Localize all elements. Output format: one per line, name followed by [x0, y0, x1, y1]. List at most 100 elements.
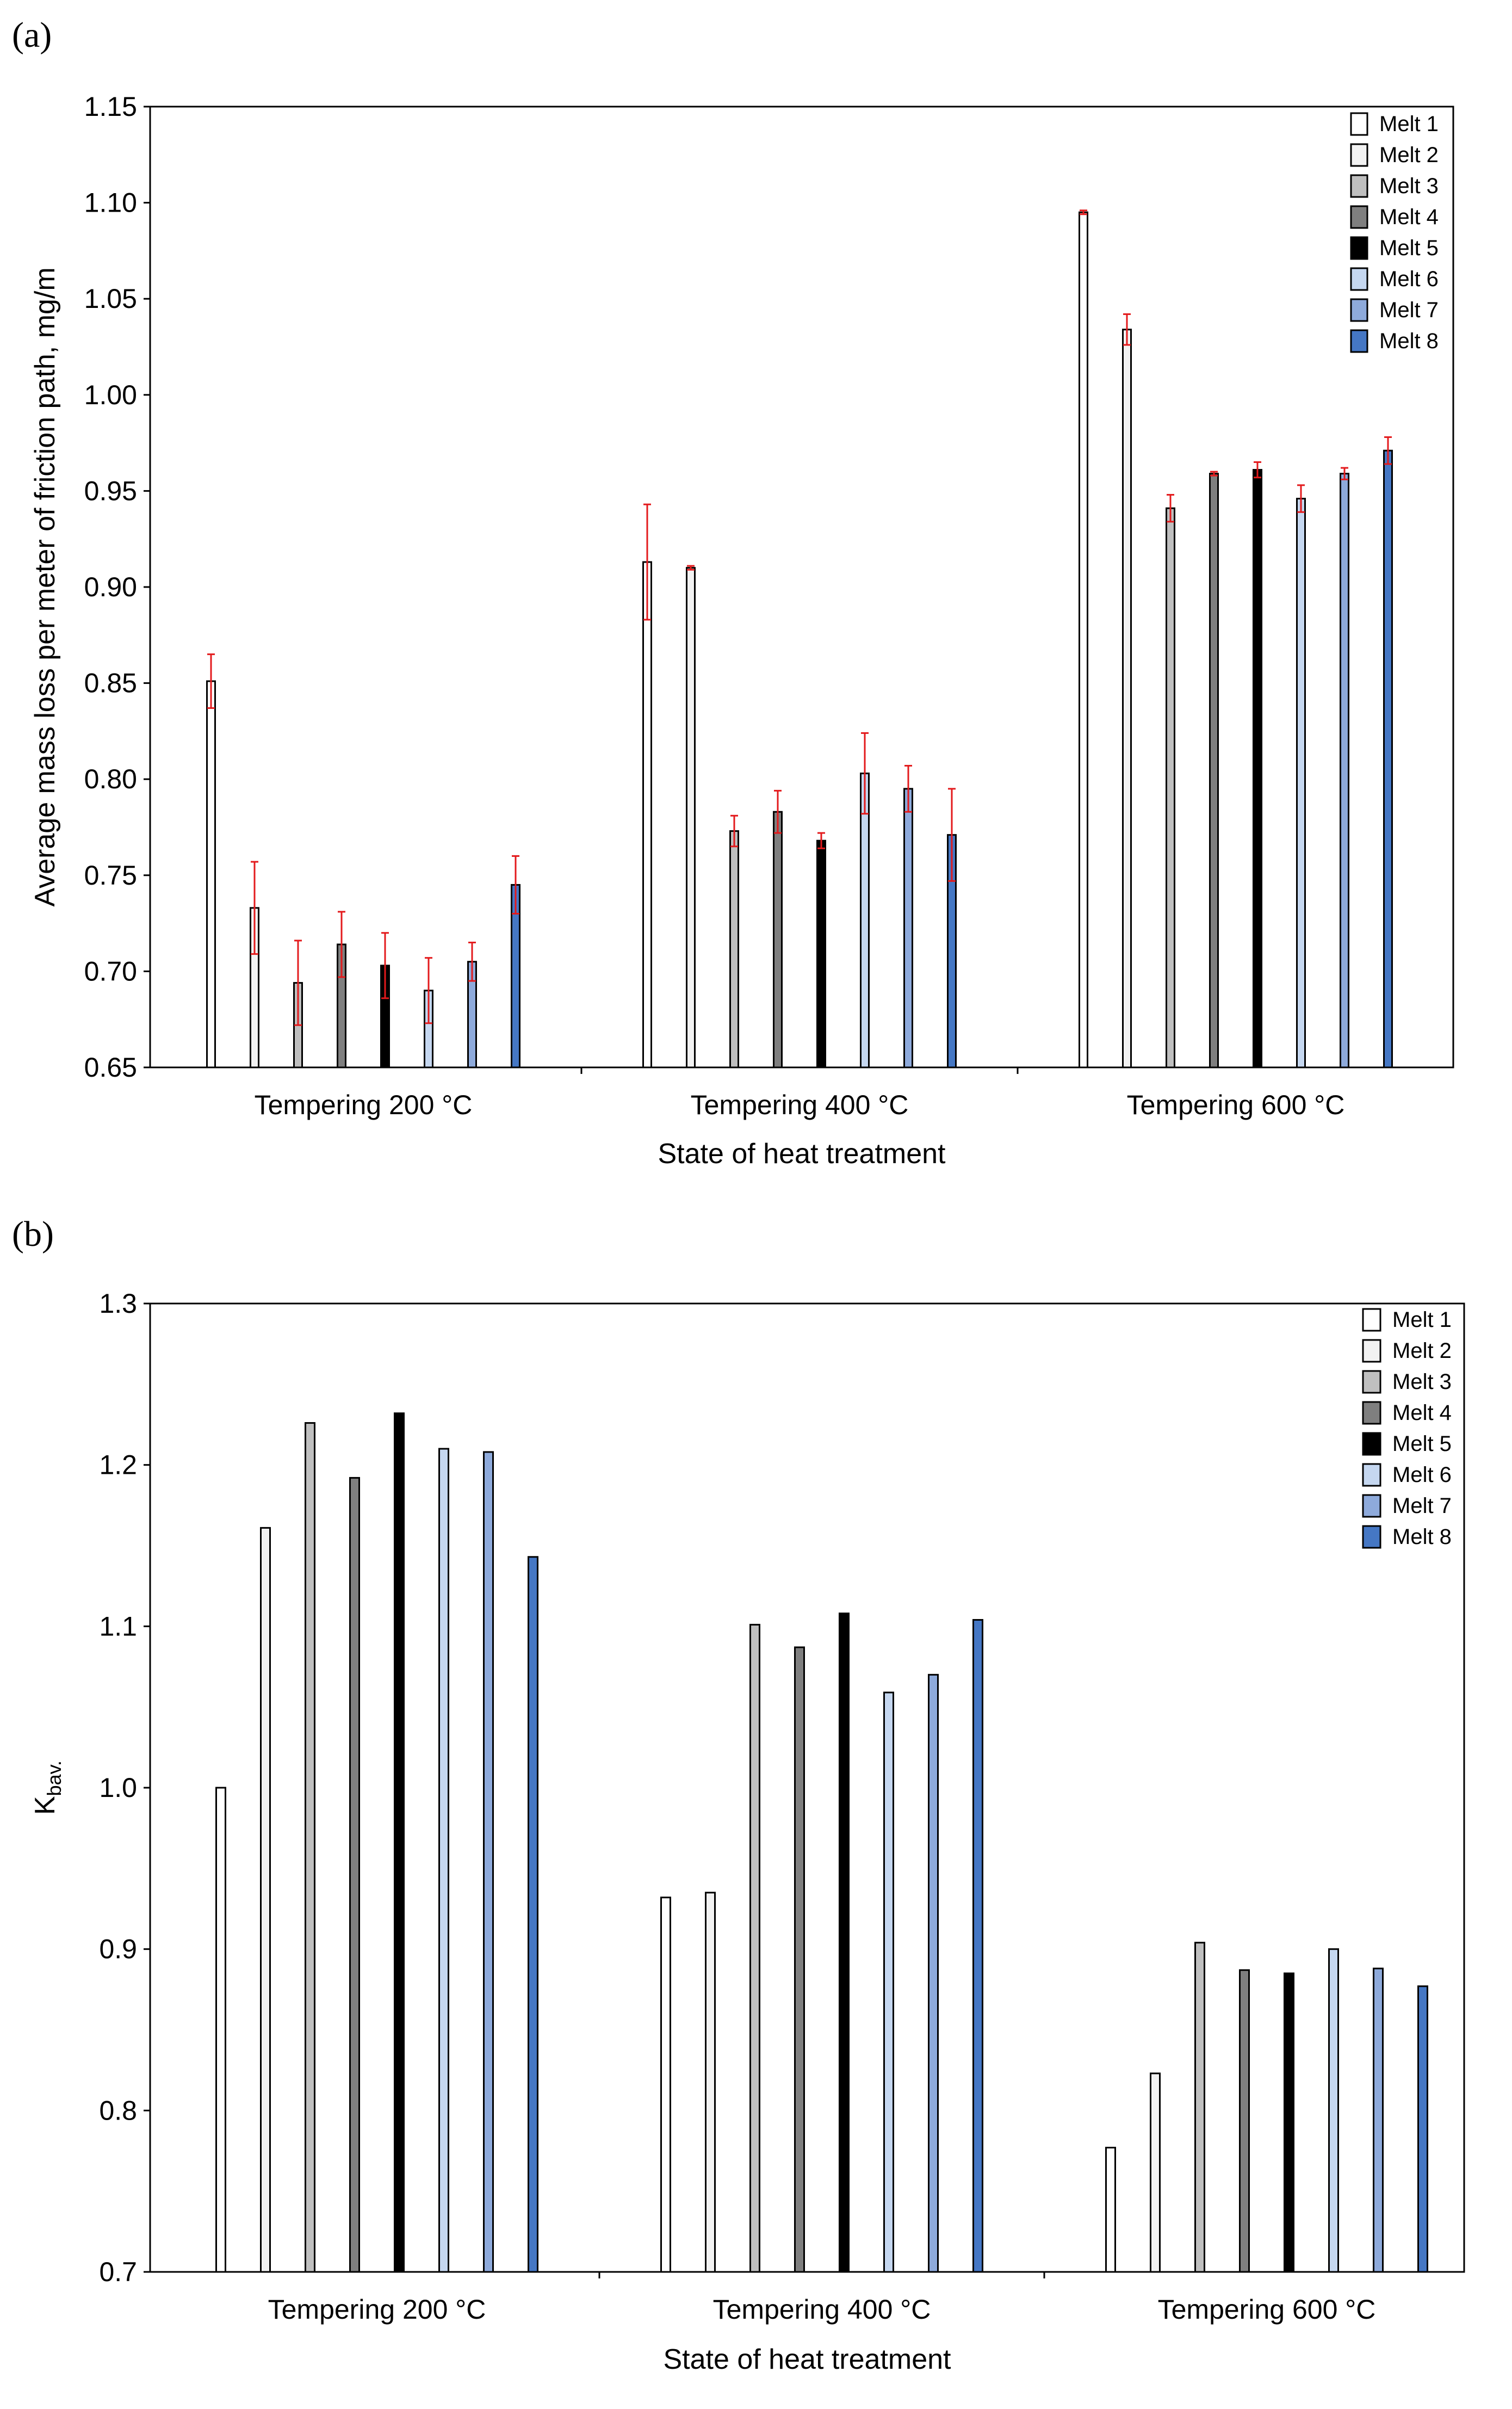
y-tick-label: 0.75	[84, 860, 137, 891]
legend-swatch	[1362, 1463, 1381, 1487]
y-tick-label: 1.00	[84, 380, 137, 410]
panel-b: (b) 0.7 0.8 0.9 1.0 1.1 1.2 1.3 Kbav. Tempering 2…	[12, 1214, 1465, 2375]
bar-melt-3	[729, 830, 739, 1068]
y-tick-label: 0.95	[84, 475, 137, 506]
legend-label: Melt 1	[1379, 112, 1439, 136]
bar-melt-4	[1239, 1969, 1250, 2273]
legend-label: Melt 2	[1379, 143, 1439, 167]
y-tick-label: 1.05	[84, 283, 137, 314]
y-tick-label: 1.2	[99, 1450, 137, 1480]
legend-swatch	[1362, 1308, 1381, 1332]
legend-swatch	[1350, 267, 1368, 291]
bar-melt-6	[1328, 1948, 1339, 2273]
bar-melt-4	[349, 1477, 360, 2273]
x-tick-label: Tempering 400 °C	[691, 1090, 909, 1120]
legend-swatch	[1350, 298, 1368, 322]
legend-label: Melt 5	[1392, 1432, 1452, 1456]
panel-a: (a) 0.65 0.70 0.75 0.80 0.85 0.90 0.95 1.00 1.05 1…	[12, 15, 1454, 1170]
bar-melt-3	[305, 1422, 315, 2273]
bar-melt-2	[1150, 2072, 1161, 2273]
bar-melt-1	[660, 1897, 671, 2273]
bar-melt-4	[1209, 473, 1219, 1068]
legend-label: Melt 7	[1392, 1494, 1452, 1518]
x-axis-title: State of heat treatment	[664, 2344, 952, 2375]
bar-melt-7	[483, 1451, 494, 2273]
y-tick-label: 1.15	[84, 91, 137, 122]
bar-melt-3	[1194, 1942, 1205, 2273]
x-tick-label: Tempering 200 °C	[255, 1090, 473, 1120]
bar-melt-2	[1122, 329, 1132, 1068]
legend-label: Melt 3	[1392, 1370, 1452, 1394]
legend-swatch	[1350, 205, 1368, 229]
bar-melt-5	[1253, 469, 1262, 1068]
y-axis-title: Average mass loss per meter of friction …	[29, 267, 61, 906]
bar-melt-4	[794, 1646, 805, 2273]
bar-melt-5	[1284, 1972, 1294, 2273]
bar-melt-1	[206, 680, 216, 1068]
legend-label: Melt 2	[1392, 1339, 1452, 1363]
y-tick-label: 0.9	[99, 1934, 137, 1965]
legend-swatch	[1362, 1339, 1381, 1363]
legend-swatch	[1350, 174, 1368, 198]
bar-melt-5	[816, 839, 826, 1068]
legend-label: Melt 7	[1379, 298, 1439, 322]
legend-swatch	[1350, 329, 1368, 353]
x-tick-label: Tempering 600 °C	[1158, 2294, 1376, 2325]
bar-melt-2	[260, 1527, 271, 2273]
bar-melt-7	[1340, 473, 1349, 1068]
bar-melt-8	[528, 1556, 538, 2273]
y-tick-label: 0.8	[99, 2095, 137, 2126]
bar-melt-1	[1079, 211, 1088, 1068]
legend-label: Melt 6	[1379, 267, 1439, 291]
y-tick-label: 1.0	[99, 1772, 137, 1803]
legend: Melt 1 Melt 2 Melt 3 Melt 4 Melt 5 Melt 6 Melt…	[1362, 1308, 1452, 1549]
bar-melt-1	[1105, 2147, 1116, 2273]
legend-label: Melt 4	[1379, 205, 1439, 229]
y-tick-label: 0.80	[84, 764, 137, 794]
legend-label: Melt 4	[1392, 1401, 1452, 1425]
legend: Melt 1 Melt 2 Melt 3 Melt 4 Melt 5 Melt 6 Melt…	[1350, 112, 1439, 353]
y-tick-label: 1.10	[84, 188, 137, 218]
bar-melt-8	[972, 1619, 983, 2273]
bar-melt-8	[1417, 1985, 1428, 2273]
legend-label: Melt 5	[1379, 236, 1439, 260]
bar-melt-1	[642, 561, 652, 1068]
legend-label: Melt 6	[1392, 1463, 1452, 1487]
x-tick-label: Tempering 200 °C	[268, 2294, 486, 2325]
legend-label: Melt 1	[1392, 1308, 1452, 1332]
y-tick-label: 0.7	[99, 2257, 137, 2287]
legend-label: Melt 8	[1379, 329, 1439, 353]
bar-melt-3	[749, 1623, 760, 2273]
y-tick-label: 1.1	[99, 1611, 137, 1641]
bar-melt-2	[686, 567, 696, 1068]
x-tick-label: Tempering 400 °C	[713, 2294, 931, 2325]
legend-swatch	[1362, 1401, 1381, 1425]
bar-melt-7	[928, 1673, 939, 2273]
bar-melt-4	[773, 811, 783, 1068]
y-tick-label: 0.90	[84, 572, 137, 602]
bar-melt-2	[705, 1892, 716, 2273]
legend-swatch	[1350, 112, 1368, 136]
y-tick-label: 0.70	[84, 956, 137, 986]
x-tick-label: Tempering 600 °C	[1127, 1090, 1345, 1120]
bar-melt-7	[903, 788, 913, 1068]
bar-melt-6	[1296, 498, 1306, 1068]
bar-melt-5	[839, 1613, 850, 2273]
bar-melt-5	[394, 1412, 405, 2273]
bar-melt-6	[883, 1691, 894, 2273]
legend-label: Melt 3	[1379, 174, 1439, 198]
y-tick-label: 0.65	[84, 1052, 137, 1083]
bar-melt-6	[438, 1448, 449, 2273]
bar-melt-6	[860, 773, 870, 1068]
panel-label: (a)	[12, 15, 52, 55]
x-axis-title: State of heat treatment	[658, 1138, 946, 1170]
bar-melt-1	[215, 1787, 226, 2273]
legend-swatch	[1350, 143, 1368, 167]
legend-swatch	[1350, 236, 1368, 260]
panel-label: (b)	[12, 1214, 54, 1254]
legend-swatch	[1362, 1494, 1381, 1518]
legend-swatch	[1362, 1370, 1381, 1394]
bar-melt-7	[1373, 1967, 1384, 2273]
y-axis-title-subscript: bav.	[43, 1761, 65, 1796]
